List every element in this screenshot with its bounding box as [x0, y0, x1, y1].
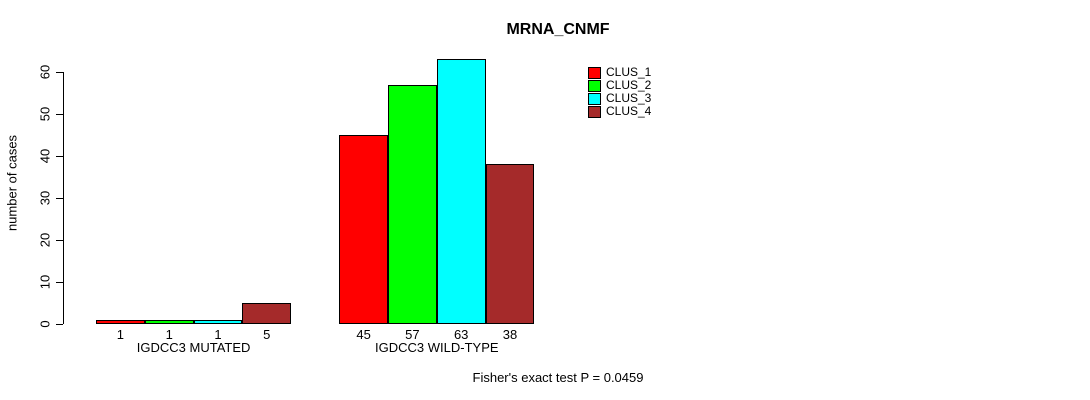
- y-tick-label: 30: [37, 190, 53, 206]
- y-axis-line: [63, 72, 64, 324]
- y-tick: [56, 198, 63, 199]
- bar-value-label: 5: [263, 327, 271, 342]
- y-tick: [56, 72, 63, 73]
- legend-label: CLUS_4: [606, 104, 652, 118]
- legend-swatch-icon: [588, 92, 601, 105]
- bar-clus_2-1: [144, 319, 194, 324]
- y-tick: [56, 156, 63, 157]
- legend-item: CLUS_2: [588, 79, 651, 92]
- legend-swatch-icon: [588, 66, 601, 79]
- legend-swatch-icon: [588, 79, 601, 92]
- legend-label: CLUS_3: [606, 91, 652, 105]
- legend-label: CLUS_2: [606, 78, 652, 92]
- bar-value-label: 1: [165, 327, 173, 342]
- stat-test-annotation: Fisher's exact test P = 0.0459: [472, 370, 644, 385]
- bar-value-label: 38: [502, 327, 518, 342]
- bar-value-label: 57: [405, 327, 420, 342]
- bar-clus_4-1: [242, 303, 292, 324]
- bar-clus_2-2: [388, 84, 437, 324]
- y-tick: [56, 324, 63, 325]
- y-tick-label: 60: [37, 64, 53, 80]
- legend-item: CLUS_4: [588, 105, 651, 118]
- bar-clus_4-2: [485, 164, 535, 324]
- y-tick: [56, 282, 63, 283]
- bar-value-label: 63: [453, 327, 469, 342]
- legend-item: CLUS_3: [588, 92, 651, 105]
- legend: CLUS_1 CLUS_2 CLUS_3 CLUS_4: [588, 66, 651, 118]
- y-tick-label: 0: [37, 320, 53, 328]
- bar-clus_1-1: [96, 319, 145, 324]
- legend-label: CLUS_1: [606, 65, 652, 79]
- x-group-label: IGDCC3 MUTATED: [136, 340, 251, 355]
- y-tick-label: 10: [37, 274, 53, 290]
- chart-title: MRNA_CNMF: [506, 21, 610, 38]
- legend-swatch-icon: [588, 105, 601, 118]
- y-tick-label: 50: [37, 106, 53, 122]
- x-group-label: IGDCC3 WILD-TYPE: [375, 340, 499, 355]
- legend-item: CLUS_1: [588, 66, 651, 79]
- y-tick-label: 40: [37, 148, 53, 164]
- y-axis-label: number of cases: [4, 134, 20, 232]
- bar-clus_1-2: [339, 135, 388, 324]
- bar-value-label: 1: [214, 327, 222, 342]
- y-tick-label: 20: [37, 232, 53, 248]
- bar-clus_3-2: [436, 59, 486, 324]
- bar-value-label: 1: [116, 327, 125, 342]
- y-tick: [56, 240, 63, 241]
- y-tick: [56, 114, 63, 115]
- bar-clus_3-1: [193, 319, 243, 324]
- bar-value-label: 45: [356, 327, 371, 342]
